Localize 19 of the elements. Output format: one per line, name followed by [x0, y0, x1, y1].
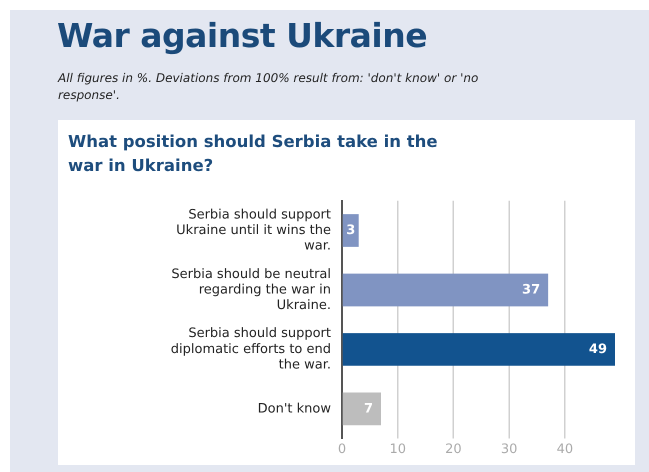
chart-subtitle: What position should Serbia take in the war in Ukraine? — [68, 131, 439, 177]
y-tick-label: Serbia should support diplomatic efforts to end the war. — [170, 326, 331, 372]
y-tick-label: Don't know — [258, 401, 332, 416]
bar — [342, 274, 548, 306]
bar — [342, 392, 381, 426]
x-tick-label: 30 — [500, 442, 518, 457]
x-tick-label: 0 — [338, 442, 346, 457]
y-tick-label: Serbia should be neutral regarding the war in Ukraine. — [171, 266, 331, 313]
y-tick-label: Serbia should support Ukraine until it wins the war. — [176, 207, 331, 254]
data-label: 49 — [588, 342, 607, 357]
chart-title: War against Ukraine — [57, 16, 428, 55]
data-label: 7 — [364, 401, 373, 416]
data-label: 3 — [346, 222, 356, 238]
x-tick-label: 40 — [556, 442, 574, 457]
text: All figures in %. Deviations from 100% result from: 'don't know' or 'no response'. — [58, 70, 480, 104]
x-tick-label: 20 — [445, 442, 462, 457]
x-tick-label: 10 — [389, 442, 406, 457]
bar — [342, 333, 615, 366]
data-label: 37 — [522, 282, 540, 298]
